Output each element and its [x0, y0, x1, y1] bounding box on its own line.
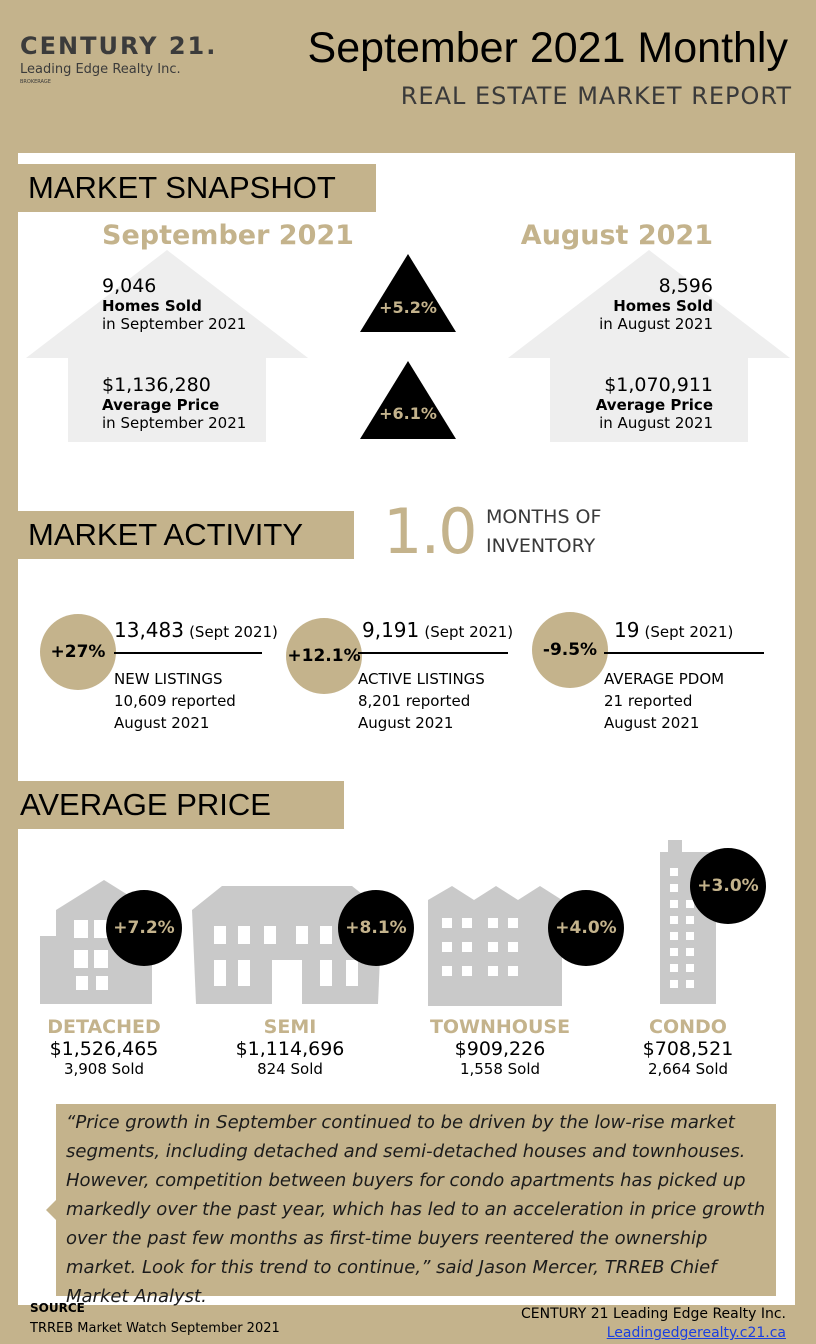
condo-change-badge: +3.0% — [690, 848, 766, 924]
increase-triangle-icon — [360, 254, 456, 332]
current-homes-sold: 9,046 Homes Sold in September 2021 — [102, 275, 247, 333]
company-logo: CENTURY 21. Leading Edge Realty Inc. BRO… — [20, 32, 217, 85]
new-listings-value: 13,483 (Sept 2021) — [114, 618, 278, 642]
logo-subtitle: Leading Edge Realty Inc. — [20, 62, 181, 77]
quote-box — [56, 1104, 776, 1296]
active-listings-details: ACTIVE LISTINGS 8,201 reported August 20… — [358, 670, 485, 732]
condo-stats: CONDO $708,521 2,664 Sold — [642, 1016, 734, 1078]
house-outline-icon — [26, 250, 308, 442]
new-listings-change-badge: +27% — [40, 614, 116, 690]
divider — [358, 652, 508, 654]
months-of-inventory-value: 1.0 — [383, 495, 478, 568]
avg-price-change: +6.1% — [379, 404, 437, 423]
source-label: SOURCE — [30, 1301, 85, 1315]
logo-wordmark: CENTURY 21. — [20, 32, 218, 60]
semi-change-badge: +8.1% — [338, 890, 414, 966]
speech-pointer-icon — [46, 1198, 58, 1222]
active-listings-change-badge: +12.1% — [286, 618, 362, 694]
previous-homes-sold: 8,596 Homes Sold in August 2021 — [599, 275, 713, 333]
divider — [114, 652, 262, 654]
report-title: September 2021 Monthly — [307, 24, 788, 72]
months-of-inventory-label: MONTHS OF INVENTORY — [486, 506, 602, 557]
active-listings-value: 9,191 (Sept 2021) — [362, 618, 514, 642]
townhouse-change-badge: +4.0% — [548, 890, 624, 966]
market-activity-heading: MARKET ACTIVITY — [18, 511, 354, 559]
average-price-heading: AVERAGE PRICE — [10, 781, 344, 829]
average-pdom-change-badge: -9.5% — [532, 612, 608, 688]
house-outline-icon — [508, 250, 790, 442]
detached-change-badge: +7.2% — [106, 890, 182, 966]
source-text: TRREB Market Watch September 2021 — [30, 1321, 280, 1336]
semi-stats: SEMI $1,114,696 824 Sold — [235, 1016, 345, 1078]
new-listings-details: NEW LISTINGS 10,609 reported August 2021 — [114, 670, 236, 732]
current-average-price: $1,136,280 Average Price in September 20… — [102, 374, 247, 432]
homes-sold-change: +5.2% — [379, 298, 437, 317]
previous-average-price: $1,070,911 Average Price in August 2021 — [595, 374, 713, 432]
average-pdom-value: 19 (Sept 2021) — [614, 618, 734, 642]
divider — [604, 652, 764, 654]
increase-triangle-icon — [360, 361, 456, 439]
analyst-quote: “Price growth in September continued to … — [66, 1112, 766, 1307]
previous-period-heading: August 2021 — [520, 220, 713, 251]
logo-brokerage: BROKERAGE — [20, 79, 51, 85]
report-subtitle: REAL ESTATE MARKET REPORT — [400, 82, 792, 110]
detached-stats: DETACHED $1,526,465 3,908 Sold — [47, 1016, 161, 1078]
current-period-heading: September 2021 — [102, 220, 354, 251]
footer-company: CENTURY 21 Leading Edge Realty Inc. — [521, 1306, 786, 1322]
semi-house-icon — [192, 886, 382, 1004]
townhouse-icon — [428, 886, 562, 1006]
townhouse-stats: TOWNHOUSE $909,226 1,558 Sold — [429, 1016, 571, 1078]
market-snapshot-heading: MARKET SNAPSHOT — [18, 164, 376, 212]
average-pdom-details: AVERAGE PDOM 21 reported August 2021 — [604, 670, 725, 732]
website-link[interactable]: Leadingedgerealty.c21.ca — [606, 1325, 786, 1341]
